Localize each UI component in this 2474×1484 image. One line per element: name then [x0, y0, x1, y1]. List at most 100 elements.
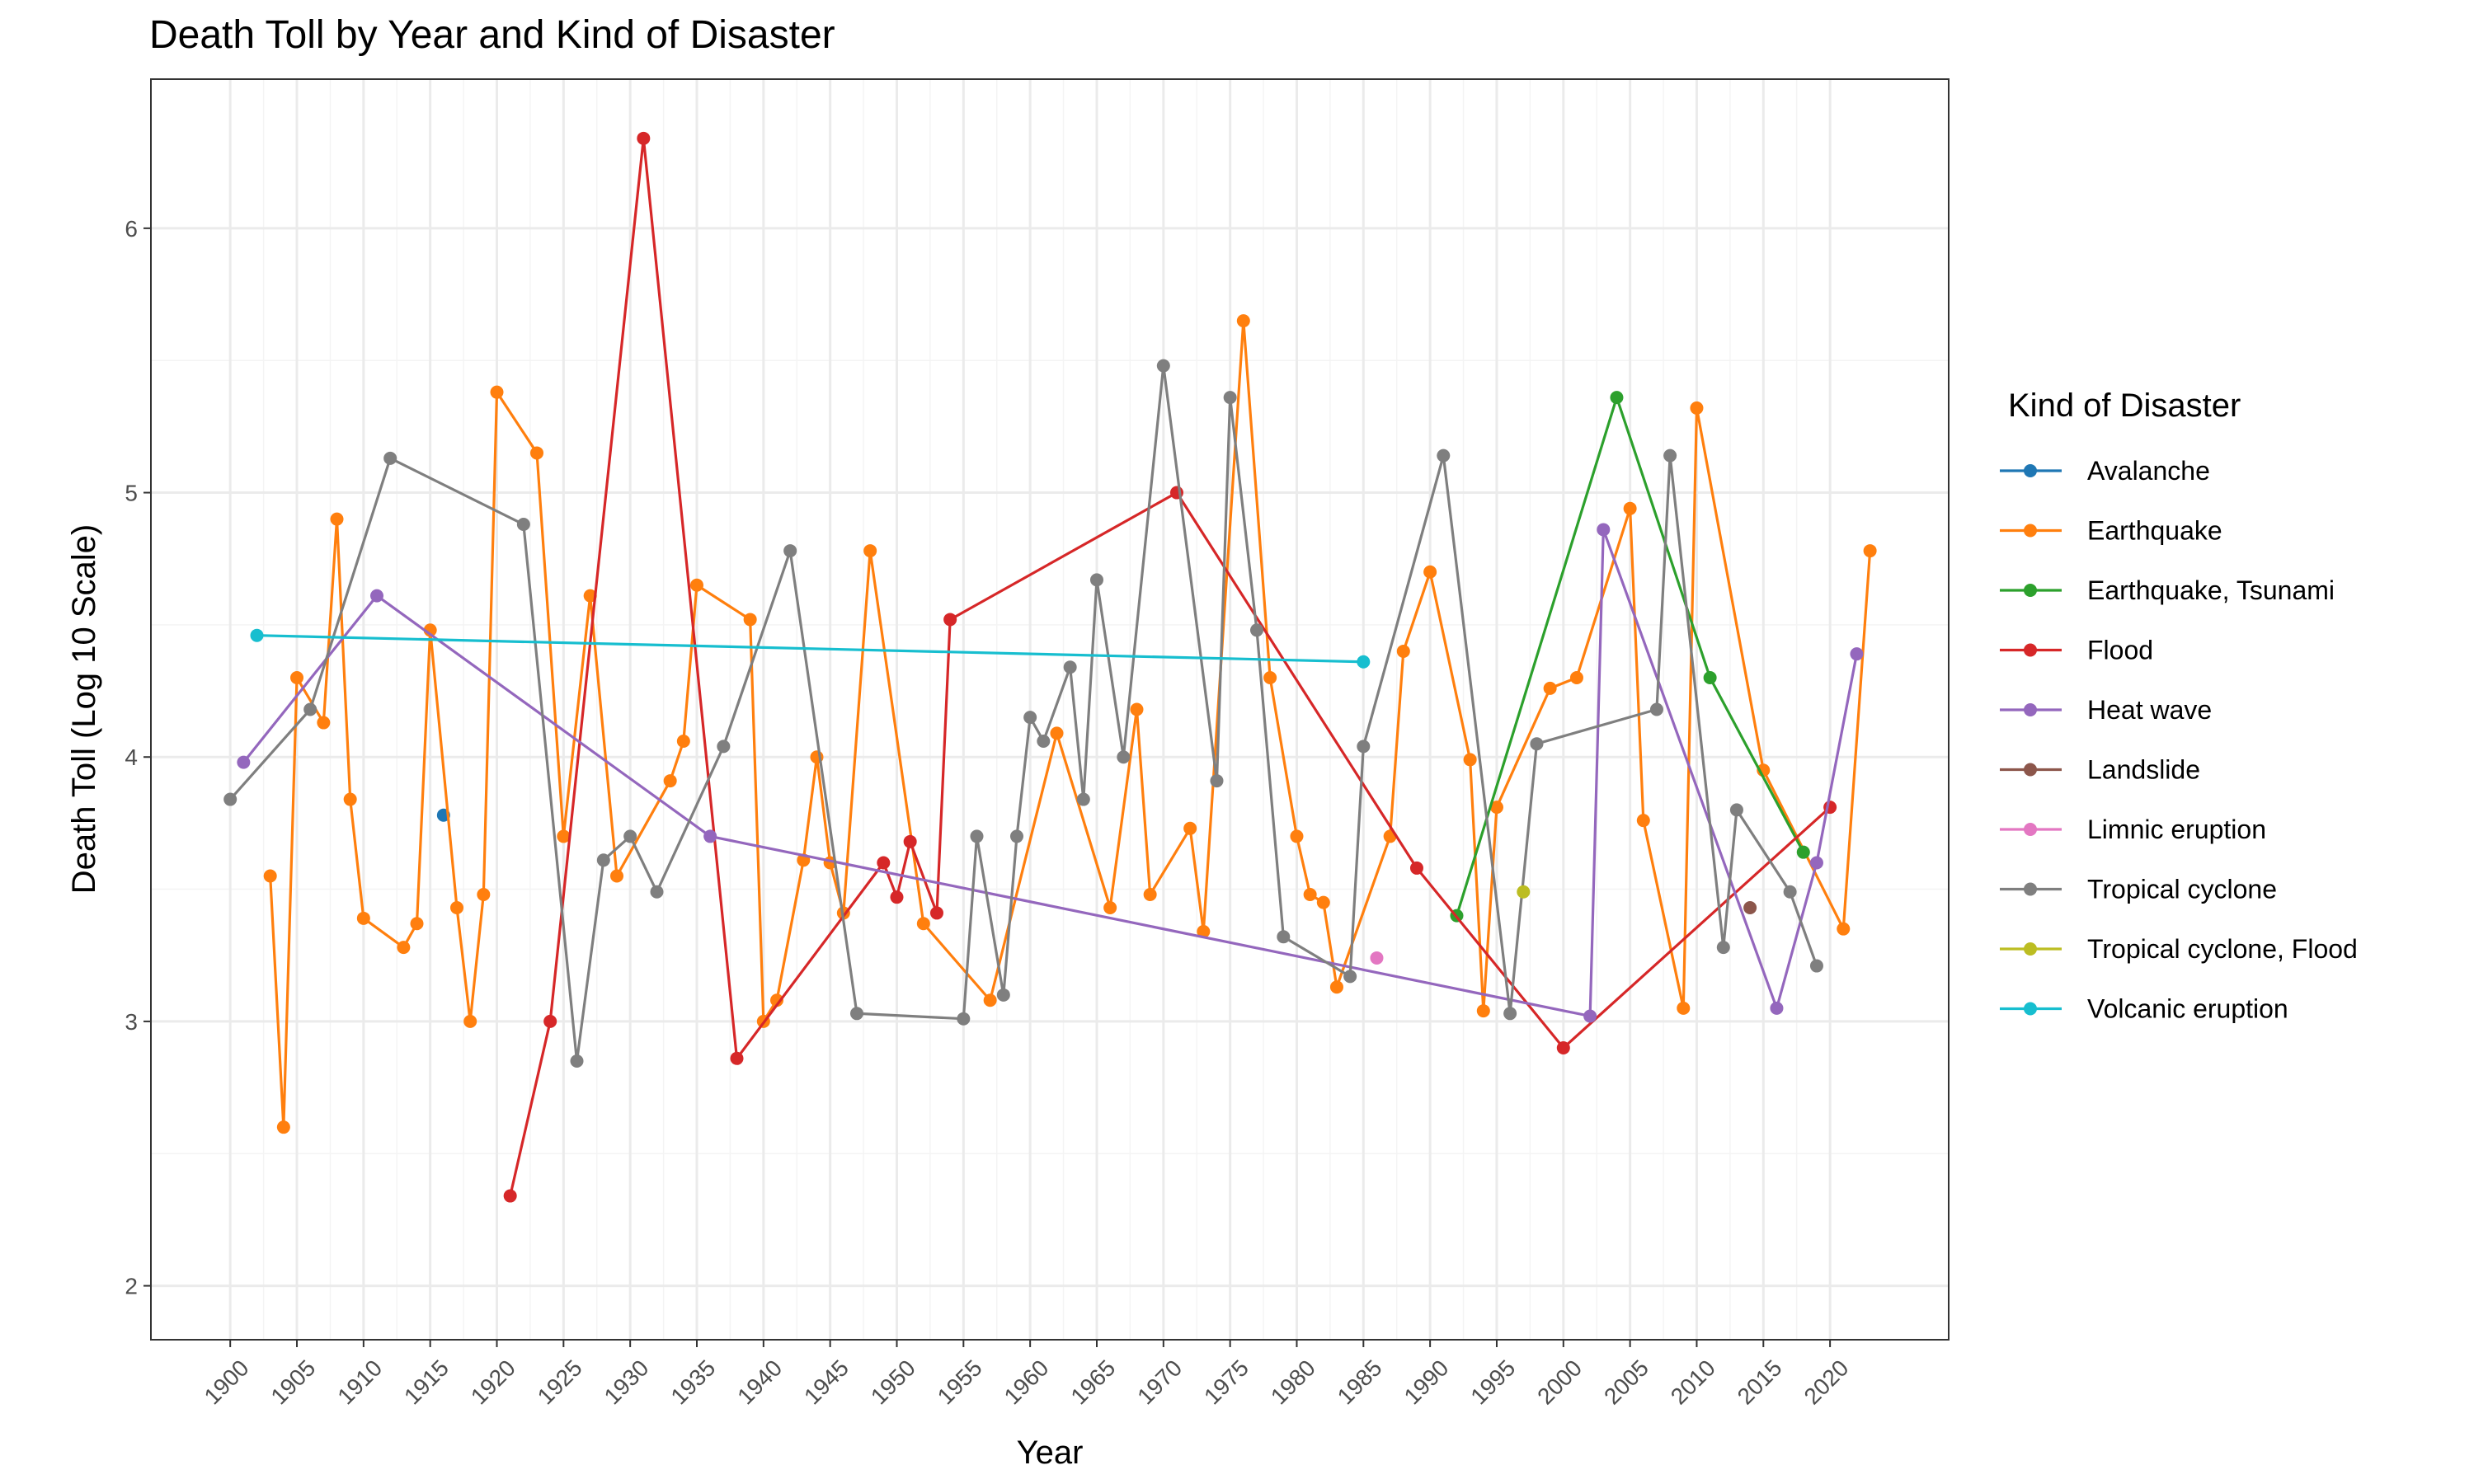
- data-point: [1277, 930, 1291, 944]
- y-tick-label: 6: [125, 216, 138, 242]
- data-point: [1649, 702, 1663, 716]
- data-point: [637, 131, 651, 145]
- data-point: [1076, 792, 1090, 806]
- data-point: [1423, 565, 1437, 579]
- legend-label: Landslide: [2087, 755, 2200, 785]
- data-point: [370, 589, 384, 603]
- data-point: [1357, 655, 1371, 669]
- data-point: [1316, 895, 1330, 909]
- data-point: [903, 834, 917, 848]
- data-point: [1050, 726, 1064, 740]
- legend-label: Limnic eruption: [2087, 815, 2266, 844]
- data-point: [1183, 821, 1197, 835]
- data-point: [1743, 901, 1757, 915]
- legend-title: Kind of Disaster: [2008, 387, 2241, 424]
- data-point: [1197, 924, 1211, 938]
- data-point: [703, 829, 717, 843]
- data-point: [623, 829, 637, 843]
- data-point: [1117, 750, 1131, 764]
- data-point: [1236, 314, 1250, 328]
- data-point: [1303, 887, 1317, 901]
- data-point: [1489, 801, 1503, 815]
- data-point: [783, 544, 797, 558]
- data-point: [596, 853, 610, 867]
- data-point: [1343, 970, 1357, 984]
- data-point: [1610, 391, 1624, 405]
- data-point: [317, 716, 331, 730]
- data-point: [1156, 359, 1170, 373]
- legend-key-point: [2024, 524, 2037, 538]
- data-point: [1503, 1007, 1517, 1021]
- y-axis-label: Death Toll (Log 10 Scale): [66, 524, 102, 894]
- data-point: [330, 512, 344, 526]
- data-point: [343, 792, 357, 806]
- data-point: [743, 613, 757, 627]
- data-point: [237, 755, 251, 769]
- data-point: [516, 518, 530, 532]
- data-point: [290, 671, 304, 685]
- legend-label: Tropical cyclone, Flood: [2087, 934, 2358, 964]
- data-point: [1023, 711, 1037, 725]
- data-point: [503, 1189, 517, 1203]
- data-point: [943, 613, 957, 627]
- series-line: [1455, 396, 1805, 917]
- data-point: [303, 702, 317, 716]
- panel-border: [150, 78, 1950, 1341]
- y-tick-label: 2: [125, 1274, 138, 1299]
- data-point: [1396, 644, 1410, 658]
- legend-label: Earthquake: [2087, 516, 2222, 546]
- x-axis-label: Year: [1017, 1435, 1084, 1471]
- data-point: [1703, 671, 1717, 685]
- data-point: [583, 589, 597, 603]
- data-point: [610, 869, 624, 883]
- data-point: [263, 869, 277, 883]
- data-point: [1663, 448, 1677, 463]
- data-point: [1370, 951, 1384, 965]
- data-point: [1716, 941, 1730, 955]
- series-line: [242, 528, 1859, 1018]
- data-point: [356, 911, 370, 925]
- data-point: [1569, 671, 1583, 685]
- data-point: [690, 578, 704, 592]
- legend-key-point: [2024, 643, 2037, 657]
- data-point: [276, 1120, 290, 1134]
- data-point: [490, 385, 504, 399]
- data-point: [463, 1014, 477, 1028]
- legend-label: Earthquake, Tsunami: [2087, 575, 2335, 605]
- data-point: [929, 906, 943, 920]
- legend-label: Volcanic eruption: [2087, 994, 2288, 1024]
- data-point: [996, 988, 1010, 1002]
- legend-key-point: [2024, 763, 2037, 777]
- data-point: [410, 917, 424, 931]
- data-point: [1290, 829, 1304, 843]
- plot: [223, 131, 1877, 1203]
- data-point: [1223, 391, 1237, 405]
- legend-label: Tropical cyclone: [2087, 875, 2277, 904]
- legend: Avalanche Earthquake Earthquake, Tsunami Fl…: [2000, 456, 2358, 1024]
- legend-key-point: [2024, 584, 2037, 597]
- legend-label: Flood: [2087, 636, 2153, 665]
- data-point: [1543, 681, 1557, 695]
- data-point: [477, 887, 491, 901]
- legend-key-point: [2024, 703, 2037, 716]
- data-point: [1249, 623, 1263, 637]
- data-point: [1476, 1004, 1490, 1018]
- data-point: [1636, 814, 1650, 828]
- data-point: [1037, 734, 1051, 748]
- data-point: [1530, 737, 1544, 751]
- data-point: [1677, 1001, 1691, 1015]
- data-point: [397, 941, 411, 955]
- data-point: [1009, 829, 1023, 843]
- data-point: [663, 774, 677, 788]
- data-point: [530, 446, 544, 460]
- data-point: [1130, 702, 1144, 716]
- data-point: [1850, 647, 1864, 661]
- data-point: [1409, 861, 1423, 875]
- data-point: [877, 856, 891, 870]
- data-point: [1729, 803, 1743, 817]
- data-point: [1796, 845, 1810, 859]
- data-point: [1863, 544, 1877, 558]
- series-line: [269, 319, 1872, 1129]
- data-point: [1463, 753, 1477, 767]
